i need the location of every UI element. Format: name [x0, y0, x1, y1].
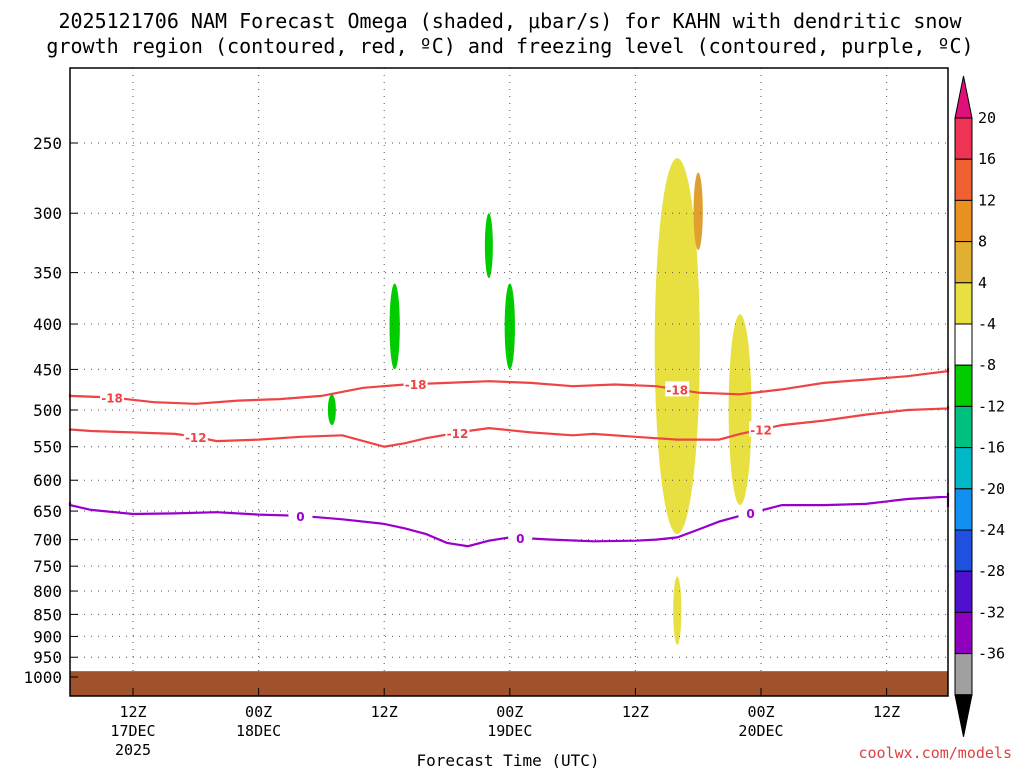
contour-label: 0 [516, 532, 524, 546]
colorbar-segment [954, 241, 973, 284]
omega-region [693, 172, 703, 250]
x-tick-label: 12Z [371, 703, 398, 721]
x-tick-label: 00Z [747, 703, 774, 721]
colorbar-segment [954, 570, 973, 613]
omega-region [504, 283, 515, 370]
plot-area: -18 -18 -18 -12 -12 -12 0 0 0 [68, 67, 950, 697]
y-tick-label: 900 [33, 627, 62, 646]
colorbar-segment [954, 653, 973, 696]
terrain-ground [70, 671, 948, 696]
contour-label-bg [288, 507, 313, 523]
colorbar-segment [954, 364, 973, 407]
y-tick-label: 750 [33, 557, 62, 576]
y-tick-label: 1000 [23, 668, 62, 687]
plot-frame [69, 67, 949, 697]
x-tick-date: 17DEC [110, 722, 155, 740]
colorbar-segment [954, 405, 973, 449]
colorbar-segment [954, 611, 973, 655]
y-axis-ticks: 250 300 350 400 450 500 550 600 650 700 750 800 850 9… [23, 134, 78, 687]
y-tick-label: 700 [33, 531, 62, 550]
colorbar-label: -28 [978, 562, 1005, 580]
contour-label: -12 [750, 424, 772, 438]
omega-region [654, 158, 700, 535]
contour-label: -12 [447, 427, 469, 441]
x-tick-label: 12Z [119, 703, 146, 721]
contour-label-bg [403, 376, 428, 392]
colorbar-label: -12 [978, 397, 1005, 415]
colorbar-segment [954, 529, 973, 572]
contour-line--18 [68, 367, 950, 405]
contour-label: -12 [185, 431, 207, 445]
x-tick-label: 00Z [496, 703, 523, 721]
chart-title-line-1: 2025121706 NAM Forecast Omega (shaded, μ… [58, 9, 962, 33]
contour-label-bg [738, 505, 763, 521]
contour-label: -18 [405, 378, 427, 392]
contour-label-bg [445, 424, 470, 440]
y-tick-label: 800 [33, 582, 62, 601]
omega-region [327, 394, 336, 426]
y-tick-label: 250 [33, 134, 62, 153]
x-tick-label: 12Z [622, 703, 649, 721]
credit-text: coolwx.com/models [858, 744, 1012, 762]
contour-label: 0 [296, 510, 304, 524]
y-tick-label: 650 [33, 502, 62, 521]
colorbar-label: 12 [978, 191, 996, 209]
colorbar-label: -16 [978, 439, 1005, 457]
colorbar-label: -32 [978, 603, 1005, 621]
contour-label-bg [749, 421, 773, 437]
colorbar-segment [954, 323, 973, 366]
contour-lines: -18 -18 -18 -12 -12 -12 0 0 0 [68, 367, 950, 548]
contour-label: 0 [746, 507, 754, 521]
y-tick-label: 550 [33, 438, 62, 457]
contour-label-bg [183, 428, 208, 444]
colorbar-label: 16 [978, 150, 996, 168]
colorbar-segment [954, 447, 973, 490]
omega-region [389, 283, 400, 370]
y-tick-label: 600 [33, 471, 62, 490]
colorbar-label: -24 [978, 521, 1005, 539]
colorbar-segment [954, 488, 973, 531]
y-tick-label: 850 [33, 605, 62, 624]
colorbar-label: 20 [978, 109, 996, 127]
colorbar-label: -4 [978, 315, 996, 333]
y-tick-label: 500 [33, 401, 62, 420]
x-tick-year: 2025 [115, 741, 151, 759]
x-tick-date: 18DEC [236, 722, 281, 740]
omega-region [484, 213, 493, 279]
x-tick-date: 20DEC [738, 722, 783, 740]
colorbar-label: -36 [978, 645, 1005, 663]
y-tick-label: 350 [33, 264, 62, 283]
x-tick-label: 12Z [873, 703, 900, 721]
y-tick-label: 400 [33, 315, 62, 334]
contour-label: -18 [666, 383, 688, 397]
y-tick-label: 450 [33, 360, 62, 379]
x-tick-label: 00Z [245, 703, 272, 721]
colorbar-label: -8 [978, 356, 996, 374]
contour-label-bg [100, 389, 125, 405]
x-tick-date: 19DEC [487, 722, 532, 740]
omega-region [673, 576, 682, 645]
colorbar-top-arrow [954, 75, 973, 119]
chart-title-line-2: growth region (contoured, red, ºC) and f… [46, 34, 973, 58]
colorbar-segment [954, 282, 973, 325]
colorbar-label: 8 [978, 233, 987, 251]
omega-region [728, 314, 752, 506]
colorbar-bottom-arrow [954, 694, 973, 737]
contour-label: -18 [101, 391, 123, 405]
colorbar-label: -20 [978, 480, 1005, 498]
colorbar-label: 4 [978, 274, 987, 292]
colorbar-segment [954, 199, 973, 243]
contour-label-bg [508, 529, 533, 545]
colorbar: 20 16 12 8 4 -4 -8 -12 -16 -20 -24 -28 -32 -36 [954, 75, 1005, 737]
x-axis-label: Forecast Time (UTC) [416, 751, 599, 768]
colorbar-segment [954, 117, 973, 160]
y-tick-label: 300 [33, 204, 62, 223]
y-tick-label: 950 [33, 648, 62, 667]
colorbar-segment [954, 158, 973, 201]
contour-label-bg [665, 381, 690, 397]
